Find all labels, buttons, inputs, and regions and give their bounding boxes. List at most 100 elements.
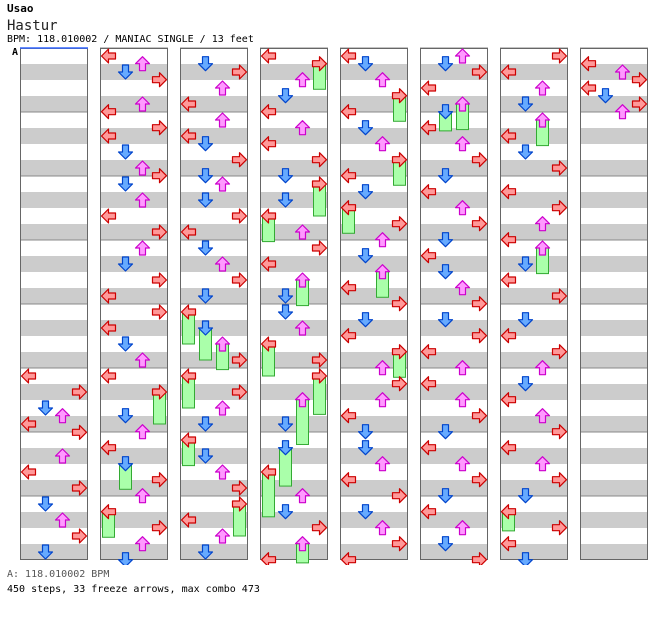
measure-stripe [420,128,488,144]
step-arrow [294,120,311,136]
step-arrow [100,504,117,520]
step-arrow [420,440,437,456]
step-arrow [311,176,328,192]
measure-stripe [180,64,248,80]
step-arrow [534,408,551,424]
measure-stripe [420,320,488,336]
measure-stripe [500,352,568,368]
step-arrow [437,168,454,184]
measure-stripe [260,64,328,80]
step-arrow [420,376,437,392]
step-arrow [197,448,214,464]
step-arrow [374,360,391,376]
step-arrow [134,56,151,72]
step-arrow [54,448,71,464]
measure-stripe [100,320,168,336]
step-arrow [374,392,391,408]
step-arrow [454,520,471,536]
step-arrow [534,456,551,472]
step-arrow [197,192,214,208]
measure-stripe [20,160,88,176]
measure-stripe [500,96,568,112]
measure-stripe [100,96,168,112]
measure-stripe [420,224,488,240]
step-arrow [471,472,488,488]
step-arrow [340,104,357,120]
measure-stripe [20,224,88,240]
step-arrow [151,520,168,536]
step-arrow [420,344,437,360]
song-title: Hastur [7,18,58,34]
step-arrow [374,520,391,536]
step-arrow [534,360,551,376]
step-arrow [277,168,294,184]
measure-stripe [340,512,408,528]
measure-stripe [580,96,648,112]
measure-stripe [180,128,248,144]
step-arrow [277,416,294,432]
measure-stripe [20,480,88,496]
step-arrow [340,280,357,296]
step-arrow [374,456,391,472]
step-arrow [500,392,517,408]
step-arrow [580,56,597,72]
step-arrow [294,272,311,288]
step-arrow [631,72,648,88]
step-arrow [151,384,168,400]
measure-stripe [20,512,88,528]
step-arrow [311,56,328,72]
step-arrow [437,536,454,552]
measure-stripe [580,512,648,528]
chart-column [20,47,88,560]
step-arrow [277,88,294,104]
step-arrow [37,544,54,560]
measure-stripe [180,384,248,400]
measure-stripe [580,160,648,176]
chart-column [180,47,248,560]
measure-stripe [340,352,408,368]
step-arrow [471,408,488,424]
step-arrow [454,48,471,64]
step-arrow [340,552,357,565]
measure-stripe [100,64,168,80]
measure-stripe [580,352,648,368]
step-arrow [437,424,454,440]
step-arrow [500,184,517,200]
step-arrow [197,136,214,152]
measure-stripe [180,256,248,272]
step-arrow [231,352,248,368]
column-border [580,48,648,560]
step-arrow [197,240,214,256]
bpm-footer: A: 118.010002 BPM [7,569,110,580]
step-arrow [277,288,294,304]
measure-stripe [20,448,88,464]
step-arrow [391,88,408,104]
measure-stripe [100,160,168,176]
measure-stripe [580,416,648,432]
measure-stripe [20,288,88,304]
step-arrow [551,160,568,176]
measure-stripe [20,96,88,112]
measure-stripe [20,192,88,208]
measure-stripe [100,448,168,464]
artist-name: Usao [7,2,34,15]
step-arrow [580,80,597,96]
step-arrow [231,480,248,496]
measure-stripe [580,128,648,144]
step-arrow [117,336,134,352]
step-arrow [180,224,197,240]
step-arrow [294,224,311,240]
measure-stripe [340,64,408,80]
step-arrow [500,440,517,456]
step-arrow [340,472,357,488]
chart-column [500,47,568,560]
step-arrow [471,296,488,312]
step-arrow [197,56,214,72]
step-arrow [454,360,471,376]
step-arrow [420,504,437,520]
measure-stripe [580,288,648,304]
step-arrow [391,296,408,312]
measure-stripe [100,224,168,240]
step-arrow [500,272,517,288]
step-arrow [277,192,294,208]
